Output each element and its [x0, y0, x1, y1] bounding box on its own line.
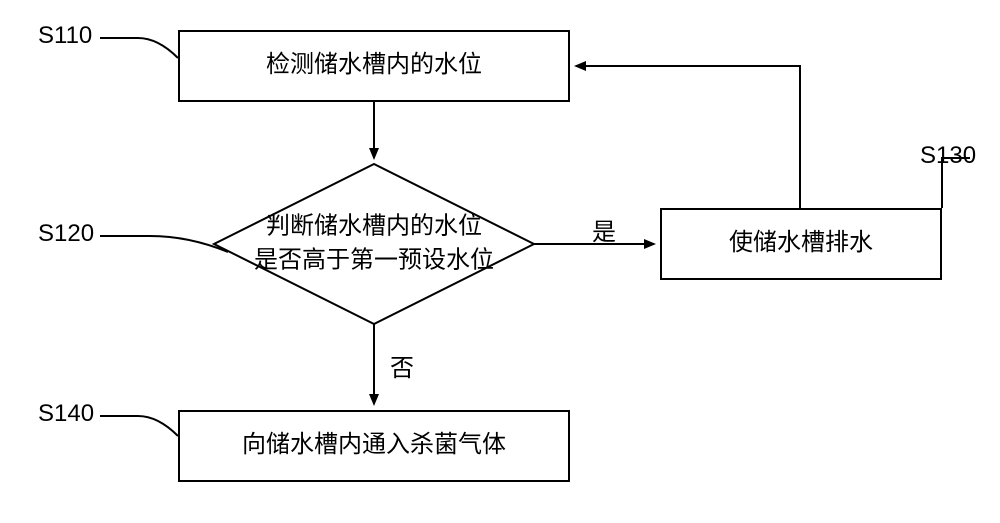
- node-s140-text: 向储水槽内通入杀菌气体: [242, 429, 506, 463]
- node-s120-text: 判断储水槽内的水位 是否高于第一预设水位: [254, 210, 494, 277]
- edge-label-yes: 是: [592, 212, 616, 247]
- node-s110-detect-water-level: 检测储水槽内的水位: [178, 30, 570, 102]
- label-s110: S110: [38, 22, 92, 50]
- label-s130: S130: [920, 142, 976, 170]
- node-s130-drain-tank: 使储水槽排水: [660, 208, 942, 280]
- node-s140-inject-gas: 向储水槽内通入杀菌气体: [178, 410, 570, 482]
- node-s110-text: 检测储水槽内的水位: [266, 49, 482, 83]
- node-s120-line1: 判断储水槽内的水位: [266, 213, 482, 239]
- node-s120-line2: 是否高于第一预设水位: [254, 247, 494, 273]
- edge-label-no: 否: [390, 348, 414, 383]
- node-s130-text: 使储水槽排水: [729, 227, 873, 261]
- label-s140: S140: [38, 400, 94, 428]
- label-s120: S120: [38, 220, 94, 248]
- flowchart-container: 检测储水槽内的水位 S110 判断储水槽内的水位 是否高于第一预设水位 S120…: [0, 0, 1000, 523]
